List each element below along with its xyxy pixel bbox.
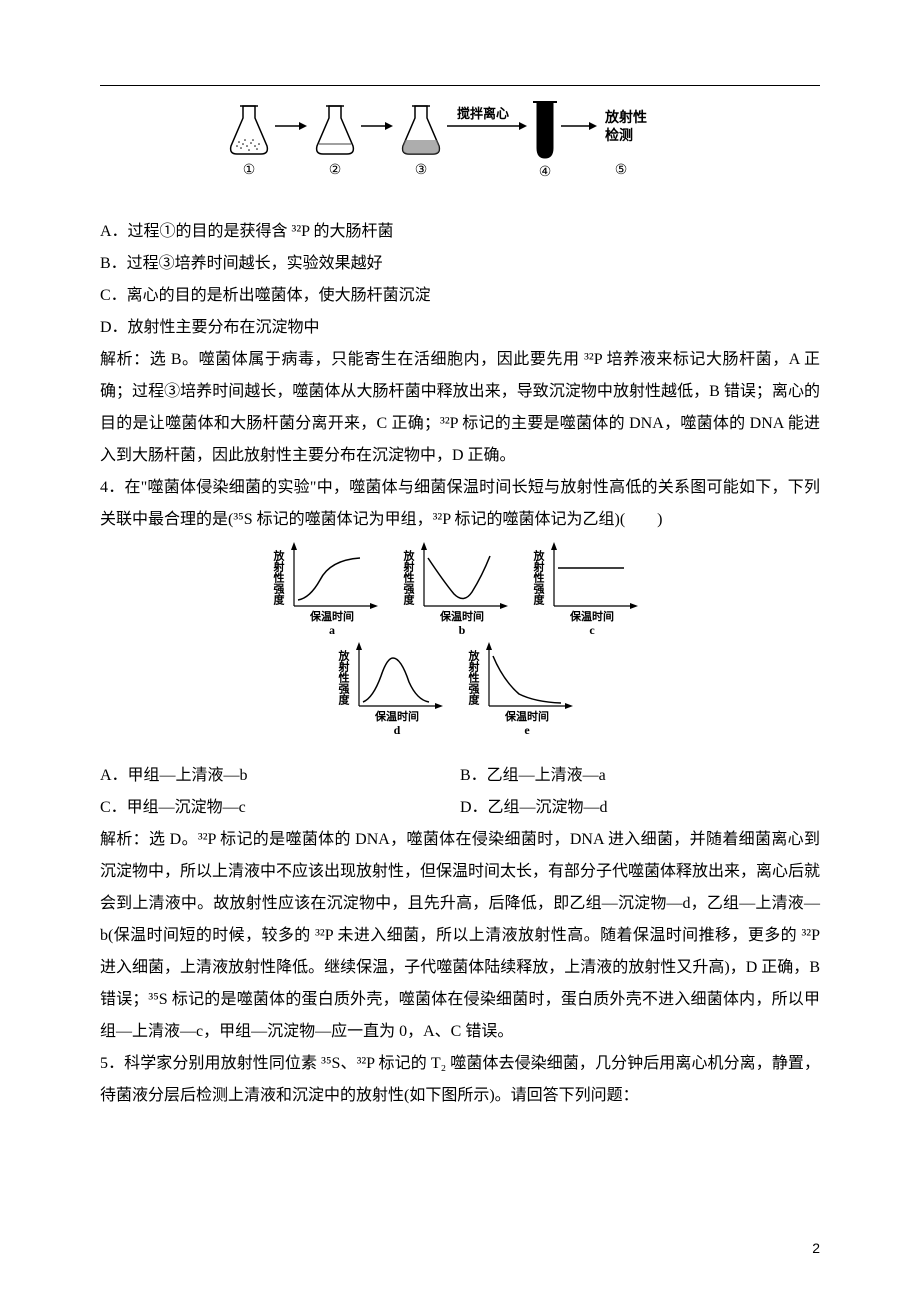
svg-text:保温时间: 保温时间 [309,609,354,623]
svg-text:保温时间: 保温时间 [569,609,614,623]
svg-text:保温时间: 保温时间 [374,709,419,723]
figure1-label2: ② [329,163,342,178]
svg-text:保温时间: 保温时间 [439,609,484,623]
figure1-right-top: 放射性 [604,109,647,126]
svg-text:放射性强度: 放射性强度 [467,649,481,706]
q3-option-d: D．放射性主要分布在沉淀物中 [100,312,820,344]
figure1-label4: ④ [539,165,552,180]
figure-process: ① ② ③ [100,96,820,208]
q4-explanation: 解析：选 D。³²P 标记的是噬菌体的 DNA，噬菌体在侵染细菌时，DNA 进入… [100,824,820,1048]
svg-text:保温时间: 保温时间 [504,709,549,723]
q4-option-a: A．甲组—上清液—b [100,760,460,792]
top-rule [100,85,820,86]
figure-charts: 放射性强度 保温时间 a 放射性强度 保温时间 b [100,540,820,752]
chart-label-a: a [329,623,335,637]
figure1-right-bottom: 检测 [605,127,633,144]
q3-option-b: B．过程③培养时间越长，实验效果越好 [100,248,820,280]
q3-option-a: A．过程①的目的是获得含 ³²P 的大肠杆菌 [100,216,820,248]
q4-stem: 4．在"噬菌体侵染细菌的实验"中，噬菌体与细菌保温时间长短与放射性高低的关系图可… [100,472,820,536]
svg-text:放射性强度: 放射性强度 [337,649,351,706]
q5-stem: 5．科学家分别用放射性同位素 ³⁵S、³²P 标记的 T₂ 噬菌体去侵染细菌，几… [100,1048,820,1112]
page-number: 2 [812,1234,820,1262]
chart-label-c: c [589,623,595,637]
chart-label-d: d [394,723,401,737]
q3-option-c: C．离心的目的是析出噬菌体，使大肠杆菌沉淀 [100,280,820,312]
figure1-label5: ⑤ [615,163,628,178]
q3-explanation: 解析：选 B。噬菌体属于病毒，只能寄生在活细胞内，因此要先用 ³²P 培养液来标… [100,344,820,472]
svg-text:放射性强度: 放射性强度 [272,549,286,606]
chart-label-b: b [459,623,466,637]
q4-option-c: C．甲组—沉淀物—c [100,792,460,824]
q4-option-b: B．乙组—上清液—a [460,760,820,792]
figure1-arrow-label: 搅拌离心 [457,106,509,121]
svg-text:放射性强度: 放射性强度 [532,549,546,606]
svg-text:放射性强度: 放射性强度 [402,549,416,606]
figure1-label1: ① [243,163,256,178]
q4-option-d: D．乙组—沉淀物—d [460,792,820,824]
figure1-label3: ③ [415,163,428,178]
chart-label-e: e [524,723,530,737]
